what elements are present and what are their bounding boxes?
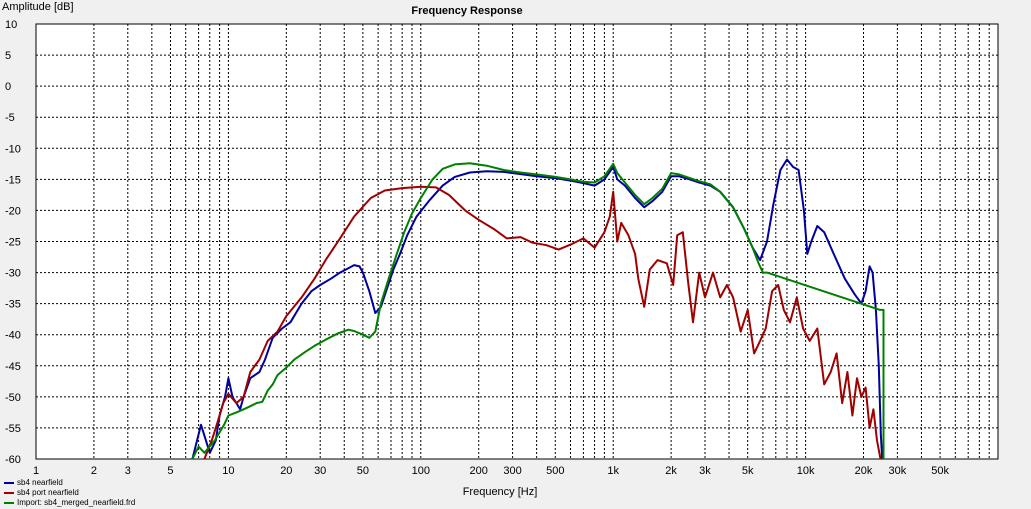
x-tick-label: 30k [889, 465, 907, 477]
legend-swatch-red [4, 492, 14, 494]
x-tick-label: 5 [167, 465, 173, 477]
x-tick-label: 2 [91, 465, 97, 477]
chart-title: Frequency Response [411, 5, 523, 17]
y-tick-labels: 10 5 0 -5 -10 -15 -20 -25 -30 -35 -40 -45 -50 -55 -60 [5, 19, 21, 466]
x-tick-label: 50k [931, 465, 949, 477]
x-tick-label: 3 [125, 465, 131, 477]
y-tick-label: -35 [5, 299, 21, 311]
y-tick-label: 5 [5, 50, 11, 62]
x-tick-labels: 1 2 3 5 10 20 30 50 100 200 300 500 1k 2k 3k 5k 10k 20k 30… [33, 465, 950, 477]
y-tick-label: 10 [5, 19, 17, 31]
x-tick-label: 200 [470, 465, 488, 477]
x-axis-label: Frequency [Hz] [462, 486, 538, 498]
series-line-1 [203, 185, 882, 459]
x-tick-label: 5k [742, 465, 754, 477]
x-tick-label: 20 [280, 465, 292, 477]
series-layer [191, 158, 885, 459]
y-tick-label: 0 [5, 81, 11, 93]
x-tick-label: 500 [546, 465, 564, 477]
y-tick-label: -20 [5, 205, 21, 217]
y-axis-label: Amplitude [dB] [2, 1, 74, 13]
x-tick-label: 50 [357, 465, 369, 477]
legend-swatch-blue [4, 482, 14, 484]
y-tick-label: -25 [5, 237, 21, 249]
series-line-2 [191, 162, 885, 459]
series-line-0 [191, 158, 884, 459]
x-tick-label: 10 [222, 465, 234, 477]
x-tick-label: 20k [855, 465, 873, 477]
y-tick-label: -40 [5, 330, 21, 342]
y-tick-label: -15 [5, 174, 21, 186]
legend-item-sb4-port-nearfield: sb4 port nearfield [4, 488, 135, 498]
x-tick-label: 300 [503, 465, 521, 477]
legend-label: sb4 port nearfield [17, 488, 79, 497]
x-tick-label: 1k [607, 465, 619, 477]
x-tick-label: 100 [412, 465, 430, 477]
x-tick-label: 3k [699, 465, 711, 477]
x-tick-label: 10k [797, 465, 815, 477]
legend-label: sb4 nearfield [17, 478, 63, 487]
y-tick-label: -10 [5, 143, 21, 155]
grid [36, 24, 998, 459]
y-tick-label: -60 [5, 454, 21, 466]
y-tick-label: -30 [5, 268, 21, 280]
legend-label: Import: sb4_merged_nearfield.frd [17, 498, 136, 507]
y-tick-label: -45 [5, 361, 21, 373]
legend: sb4 nearfield sb4 port nearfield Import:… [4, 478, 135, 508]
legend-swatch-green [4, 502, 14, 504]
legend-item-merged: Import: sb4_merged_nearfield.frd [4, 498, 135, 508]
legend-item-sb4-nearfield: sb4 nearfield [4, 478, 135, 488]
x-tick-label: 2k [665, 465, 677, 477]
x-tick-label: 30 [314, 465, 326, 477]
x-tick-label: 1 [33, 465, 39, 477]
y-tick-label: -55 [5, 423, 21, 435]
y-tick-label: -5 [5, 112, 15, 124]
y-tick-label: -50 [5, 392, 21, 404]
